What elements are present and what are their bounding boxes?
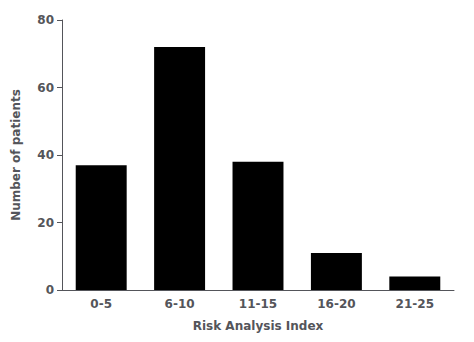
svg-text:20: 20 [37, 216, 54, 230]
svg-text:60: 60 [37, 81, 54, 95]
svg-text:Risk Analysis Index: Risk Analysis Index [193, 319, 324, 333]
svg-text:21-25: 21-25 [396, 297, 434, 311]
svg-text:0-5: 0-5 [90, 297, 112, 311]
svg-text:16-20: 16-20 [317, 297, 355, 311]
svg-text:Number of patients: Number of patients [9, 89, 23, 221]
svg-text:0: 0 [46, 283, 54, 297]
svg-text:6-10: 6-10 [165, 297, 195, 311]
svg-text:80: 80 [37, 13, 54, 27]
svg-text:11-15: 11-15 [239, 297, 277, 311]
svg-text:40: 40 [37, 148, 54, 162]
